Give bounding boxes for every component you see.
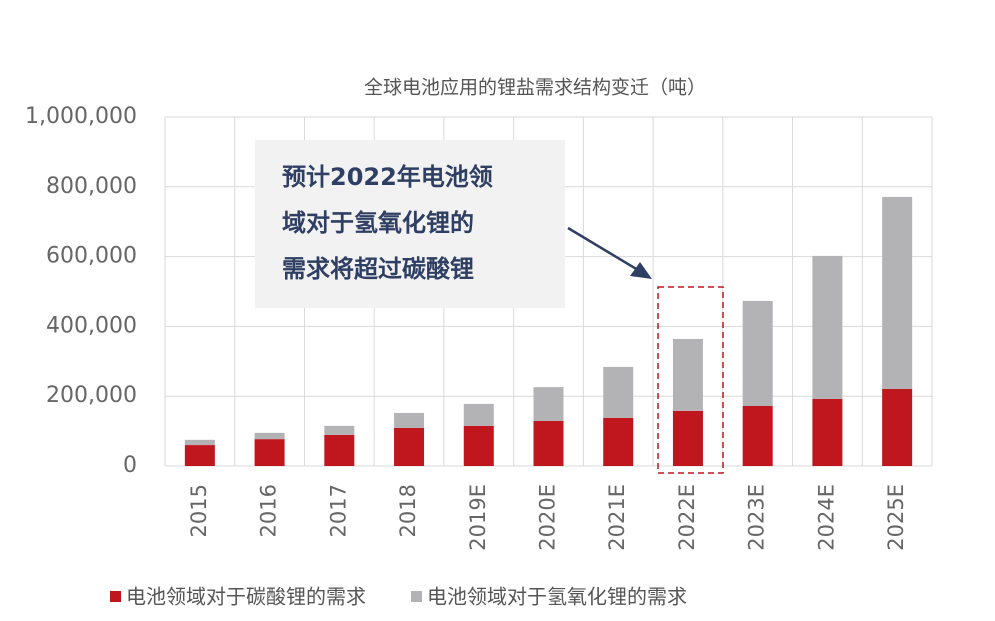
bar-segment [533, 420, 564, 466]
y-tick-label: 200,000 [46, 383, 137, 408]
chart-title: 全球电池应用的锂盐需求结构变迁（吨） [364, 77, 706, 99]
x-tick-label: 2024E [814, 484, 838, 551]
bar-segment [742, 405, 773, 466]
bar-segment [672, 410, 703, 466]
bar-segment [812, 255, 843, 399]
x-tick-label: 2018 [396, 484, 420, 537]
annotation-text: 域对于氢氧化锂的 [282, 209, 474, 237]
bar-segment [324, 434, 355, 466]
arrow-head [630, 262, 652, 279]
annotation-text: 预计2022年电池领 [282, 163, 493, 191]
x-tick-label: 2015 [187, 484, 211, 537]
x-tick-label: 2019E [466, 484, 490, 551]
legend-label: 电池领域对于氢氧化锂的需求 [427, 585, 687, 609]
bar-segment [812, 398, 843, 466]
bar-segment [603, 366, 634, 418]
x-tick-label: 2021E [605, 484, 629, 551]
legend-swatch [411, 591, 422, 602]
y-tick-label: 400,000 [46, 313, 137, 338]
highlight-box [657, 286, 724, 474]
x-tick-label: 2020E [536, 484, 560, 551]
legend-swatch [110, 591, 121, 602]
annotation-arrow [567, 226, 649, 278]
bar-segment [882, 388, 913, 466]
y-tick-label: 600,000 [46, 244, 137, 269]
bar-segment [463, 403, 494, 426]
legend-label: 电池领域对于碳酸锂的需求 [126, 585, 366, 609]
bar-segment [324, 425, 355, 435]
bar-segment [882, 196, 913, 389]
bar-segment [184, 445, 215, 466]
x-tick-label: 2023E [745, 484, 769, 551]
y-tick-label: 1,000,000 [25, 104, 137, 129]
bar-segment [463, 425, 494, 466]
bar-segment [394, 412, 425, 428]
x-tick-label: 2017 [326, 484, 350, 537]
bar-segment [254, 432, 285, 440]
bar-segment [672, 338, 703, 411]
annotation-text: 需求将超过碳酸锂 [282, 255, 474, 283]
annotation-box [255, 140, 565, 308]
y-tick-label: 800,000 [46, 174, 137, 199]
x-tick-label: 2025E [884, 484, 908, 551]
x-tick-label: 2016 [257, 484, 281, 537]
y-tick-label: 0 [123, 453, 137, 478]
bar-segment [184, 439, 215, 446]
bar-segment [742, 300, 773, 406]
bar-segment [254, 439, 285, 466]
bar-segment [394, 427, 425, 466]
bar-segment [603, 417, 634, 466]
bar-segment [533, 387, 564, 421]
x-tick-label: 2022E [675, 484, 699, 551]
